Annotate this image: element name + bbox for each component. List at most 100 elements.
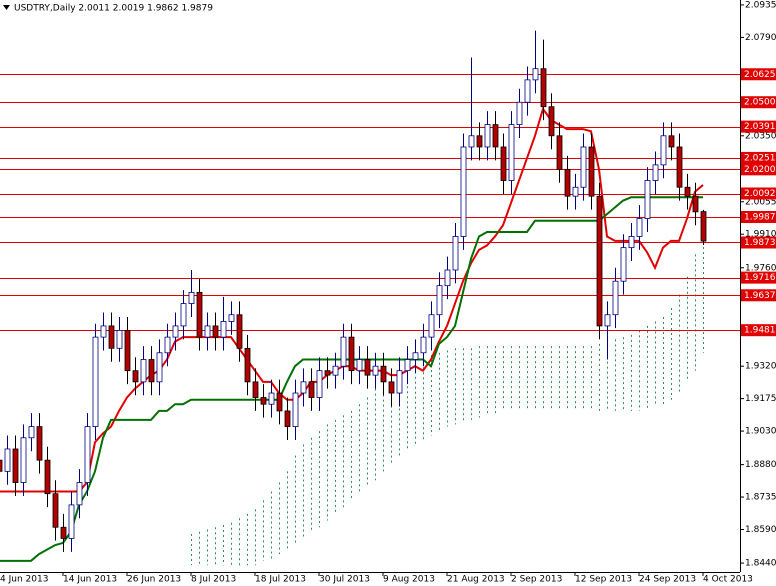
x-tick-label: 21 Aug 2013	[447, 575, 505, 585]
candle-body	[284, 410, 291, 427]
candle-body	[252, 381, 259, 398]
y-tick-label: 1.9910	[745, 230, 776, 240]
y-tick-label: 1.9320	[745, 362, 776, 372]
candle-body	[228, 314, 235, 322]
candle-body	[572, 186, 579, 197]
candle-body	[580, 146, 587, 188]
candle-body	[540, 68, 547, 108]
candle-body	[684, 186, 691, 197]
candle-body	[236, 314, 243, 349]
candle-body	[196, 291, 203, 338]
level-label-box	[741, 271, 776, 284]
candle-body	[604, 314, 611, 327]
x-tick-label: 30 Jul 2013	[319, 575, 370, 585]
level-label-box	[741, 210, 776, 223]
candle-body	[524, 79, 531, 103]
candle-body	[636, 218, 643, 237]
candle-body	[428, 314, 435, 338]
candle-body	[188, 291, 195, 304]
candle-body	[644, 180, 651, 219]
candle-body	[292, 392, 299, 427]
candle-body	[276, 392, 283, 412]
candle-body	[140, 359, 147, 383]
candle-body	[596, 195, 603, 327]
candle-body	[372, 365, 379, 376]
candle-body	[308, 381, 315, 398]
candle-body	[116, 330, 123, 349]
candle-body	[404, 359, 411, 372]
level-label: 2.0625	[744, 70, 776, 80]
level-label: 1.9716	[744, 273, 776, 283]
candle-body	[4, 448, 11, 472]
candle-body	[36, 426, 43, 461]
candle-body	[180, 303, 187, 327]
candle-body	[676, 146, 683, 188]
candle-body	[76, 482, 83, 506]
candle-body	[348, 336, 355, 372]
candle-body	[508, 124, 515, 181]
candle-body	[364, 359, 371, 376]
level-label: 1.9637	[744, 291, 776, 301]
candle-body	[260, 397, 267, 405]
level-label: 2.0251	[744, 153, 776, 163]
y-tick-label: 2.0790	[745, 33, 776, 43]
y-tick-label: 1.8440	[745, 559, 776, 569]
candle-body	[516, 101, 523, 126]
level-label: 2.0500	[744, 98, 776, 108]
level-label-box	[741, 68, 776, 81]
level-label-box	[741, 236, 776, 249]
candle-body	[332, 365, 339, 376]
x-tick-label: 2 Sep 2013	[511, 575, 562, 585]
x-tick-label: 4 Oct 2013	[703, 575, 753, 585]
candle-body	[68, 504, 75, 539]
x-tick-label: 26 Jun 2013	[127, 575, 181, 585]
candle-body	[620, 247, 627, 282]
menu-arrow	[3, 5, 10, 10]
x-tick-label: 24 Sep 2013	[639, 575, 696, 585]
candle-body	[268, 392, 275, 405]
candle-body	[612, 280, 619, 316]
candle-body	[60, 526, 67, 539]
candle-body	[484, 124, 491, 148]
level-label-box	[741, 163, 776, 176]
candle-body	[388, 381, 395, 394]
candle-body	[300, 381, 307, 394]
candle-body	[356, 359, 363, 372]
candle-body	[220, 321, 227, 338]
candle-body	[244, 347, 251, 383]
x-tick-label: 12 Sep 2013	[575, 575, 632, 585]
candle-body	[548, 106, 555, 137]
level-label-box	[741, 324, 776, 337]
candle-body	[340, 336, 347, 367]
plot-area	[0, 30, 740, 566]
y-tick-label: 1.8880	[745, 460, 776, 470]
candle-body	[492, 124, 499, 148]
level-label: 1.9481	[744, 326, 776, 336]
candle-body	[652, 164, 659, 181]
level-label: 2.0391	[744, 122, 776, 132]
y-tick-label: 2.0935	[745, 0, 776, 10]
candle-body	[412, 352, 419, 360]
y-tick-label: 2.0350	[745, 131, 776, 141]
candle-body	[380, 365, 387, 383]
candle-body	[108, 325, 115, 349]
candle-body	[12, 448, 19, 483]
candle-body	[204, 325, 211, 338]
candle-body	[0, 459, 3, 472]
candle-body	[172, 325, 179, 338]
level-label: 2.0200	[744, 165, 776, 175]
level-label-box	[741, 289, 776, 302]
chart-title: USDTRY,Daily 2.0011 2.0019 1.9862 1.9879	[14, 4, 213, 14]
candle-body	[532, 68, 539, 81]
x-tick-label: 8 Jul 2013	[191, 575, 236, 585]
candle-body	[92, 336, 99, 427]
y-tick-label: 1.8590	[745, 525, 776, 535]
x-tick-label: 9 Aug 2013	[383, 575, 435, 585]
candle-body	[564, 168, 571, 197]
candle-body	[556, 135, 563, 170]
candle-body	[156, 352, 163, 383]
candle-body	[452, 236, 459, 271]
candle-body	[148, 359, 155, 383]
candle-body	[468, 135, 475, 148]
